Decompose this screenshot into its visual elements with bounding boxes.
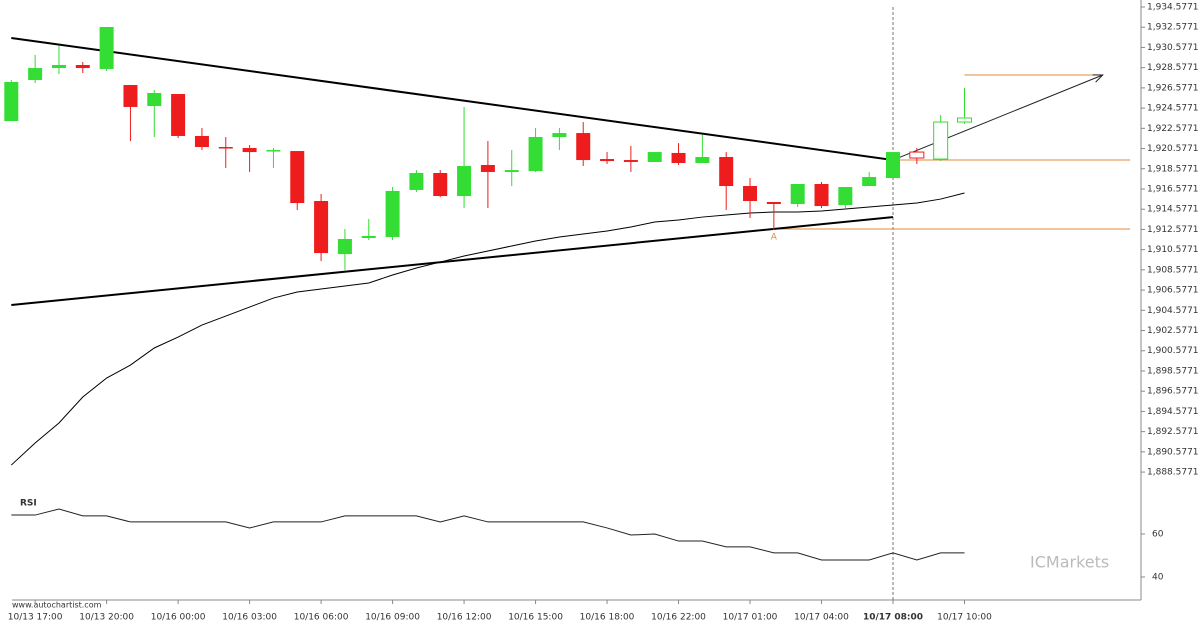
moving-average — [10, 192, 965, 466]
y-tick-label: 1,912.5771 — [1147, 225, 1199, 235]
y-tick-label: 1,890.5771 — [1147, 447, 1199, 457]
y-tick-label: 1,904.5771 — [1147, 306, 1199, 316]
y-tick-label: 1,916.5771 — [1147, 184, 1199, 194]
trendline — [11, 37, 894, 162]
candle-body — [433, 172, 448, 197]
candle-body — [957, 117, 972, 123]
point-label: A — [771, 232, 778, 242]
x-tick-label: 10/17 01:00 — [723, 613, 778, 623]
candle-body — [99, 26, 114, 69]
x-tick-label: 10/13 17:00 — [8, 613, 63, 623]
candle-body — [909, 151, 925, 159]
y-tick-label: 1,892.5771 — [1147, 427, 1199, 437]
candle-body — [457, 166, 472, 197]
rsi-line — [11, 508, 965, 561]
y-tick-label: 1,900.5771 — [1147, 346, 1199, 356]
x-tick-label: 10/16 06:00 — [294, 613, 349, 623]
y-tick-label: 1,894.5771 — [1147, 407, 1199, 417]
candle-body — [4, 81, 19, 122]
candle-body — [886, 152, 901, 179]
candle-body — [552, 133, 567, 137]
y-tick-label: 1,906.5771 — [1147, 286, 1199, 296]
candle-body — [576, 133, 591, 161]
candle-body — [171, 94, 186, 136]
candle-body — [647, 152, 662, 162]
candle-body — [194, 135, 209, 147]
candle-body — [361, 235, 376, 238]
y-tick-label: 1,924.5771 — [1147, 104, 1199, 114]
x-tick-label: 10/16 15:00 — [508, 613, 563, 623]
candle-body — [385, 190, 400, 237]
x-tick-label: 10/16 22:00 — [651, 613, 706, 623]
y-tick-label: 1,908.5771 — [1147, 265, 1199, 275]
candle-body — [28, 68, 43, 80]
x-tick-label: 10/16 18:00 — [580, 613, 635, 623]
candle-body — [671, 152, 686, 163]
y-tick-label: 1,922.5771 — [1147, 124, 1199, 134]
y-tick-label: 1,928.5771 — [1147, 63, 1199, 73]
candle-body — [480, 164, 495, 172]
candle-body — [695, 157, 710, 163]
y-tick-label: 1,932.5771 — [1147, 23, 1199, 33]
x-tick-label: 10/17 08:00 — [863, 613, 923, 623]
x-tick-label: 10/16 03:00 — [222, 613, 277, 623]
candle-body — [75, 65, 90, 69]
candle-body — [266, 150, 281, 152]
candle-body — [123, 85, 138, 107]
y-tick-label: 1,898.5771 — [1147, 366, 1199, 376]
y-tick-label: 1,902.5771 — [1147, 326, 1199, 336]
rsi-label: RSI — [20, 499, 37, 509]
y-tick-label: 1,920.5771 — [1147, 144, 1199, 154]
x-tick-label: 10/17 10:00 — [937, 613, 992, 623]
x-tick-label: 10/17 04:00 — [794, 613, 849, 623]
candle-body — [504, 170, 519, 172]
y-tick-label: 1,888.5771 — [1147, 468, 1199, 478]
candle-body — [528, 136, 543, 172]
candle-body — [290, 151, 305, 204]
candle-body — [862, 177, 877, 187]
candle-body — [838, 187, 853, 206]
y-tick-label: 1,926.5771 — [1147, 83, 1199, 93]
candle-body — [600, 159, 615, 162]
x-tick-label: 10/16 09:00 — [365, 613, 420, 623]
x-tick-label: 10/16 00:00 — [151, 613, 206, 623]
y-tick-label: 1,914.5771 — [1147, 205, 1199, 215]
x-tick-label: 10/16 12:00 — [437, 613, 492, 623]
candle-body — [623, 160, 638, 162]
candle-body — [337, 239, 352, 255]
candle-body — [218, 146, 233, 149]
y-tick-label: 1,918.5771 — [1147, 164, 1199, 174]
brand: ICMarkets — [1030, 553, 1109, 572]
candle-body — [790, 184, 805, 205]
candle-body — [933, 121, 949, 160]
rsi-tick-label: 40 — [1152, 572, 1164, 582]
y-tick-label: 1,934.5771 — [1147, 3, 1199, 13]
rsi-tick-label: 60 — [1152, 529, 1164, 539]
trendline — [11, 216, 894, 307]
source: www.autochartist.com — [12, 601, 102, 610]
y-tick-label: 1,896.5771 — [1147, 387, 1199, 397]
arrow-head — [1092, 74, 1104, 83]
candle-body — [51, 65, 66, 69]
y-tick-label: 1,930.5771 — [1147, 43, 1199, 53]
y-tick-label: 1,910.5771 — [1147, 245, 1199, 255]
candle-body — [147, 93, 162, 107]
candle-body — [814, 184, 829, 207]
x-tick-label: 10/13 20:00 — [79, 613, 134, 623]
candle-body — [743, 186, 758, 201]
candle-body — [409, 172, 424, 190]
forecast-arrow — [892, 74, 1103, 161]
candle-body — [719, 157, 734, 187]
candle-body — [314, 200, 329, 254]
candle-body — [242, 148, 257, 153]
candle-body — [766, 201, 781, 205]
